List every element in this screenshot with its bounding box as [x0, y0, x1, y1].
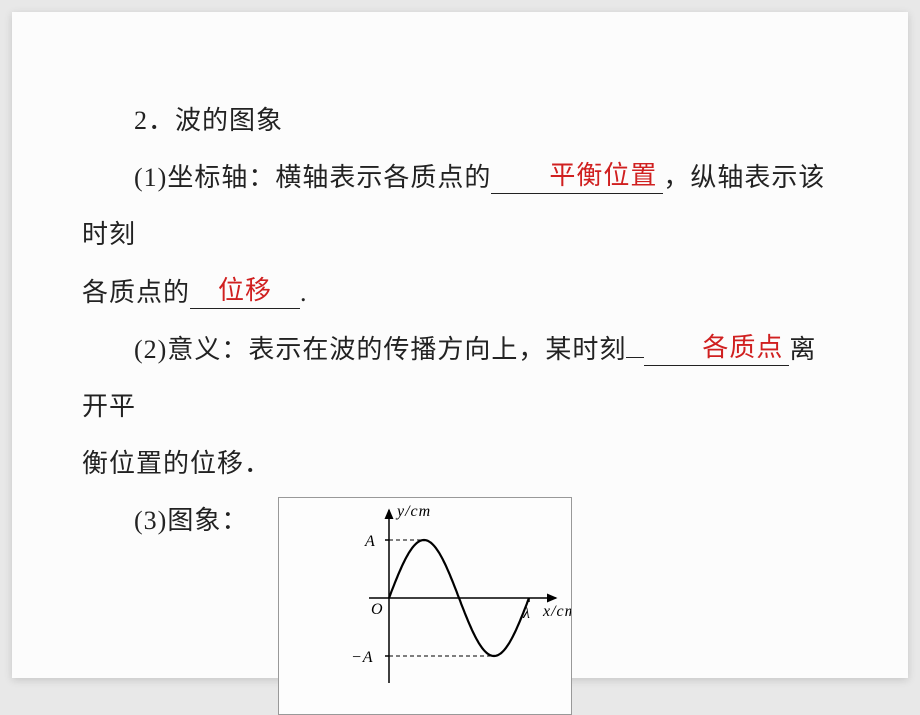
item-3-row: (3)图象： y/cm x/cm O A −A λ — [82, 492, 838, 714]
item2-text-a: 意义：表示在波的传播方向上，某时刻 — [167, 335, 626, 364]
section-number: 2 — [134, 106, 148, 135]
item2-label: (2) — [134, 335, 167, 364]
section-title: 波的图象 — [175, 106, 283, 135]
svg-text:−A: −A — [351, 649, 374, 666]
svg-text:λ: λ — [522, 605, 531, 622]
section-heading: 2．波的图象 — [82, 92, 838, 149]
item-2-line-1: (2)意义：表示在波的传播方向上，某时刻各质点离开平 — [82, 321, 838, 435]
wave-chart: y/cm x/cm O A −A λ — [278, 497, 572, 714]
item-2-line-2: 衡位置的位移． — [82, 435, 838, 492]
item1-text-b-rest: 各质点的 — [82, 278, 190, 307]
svg-text:O: O — [371, 601, 384, 618]
item1-text-c: . — [300, 278, 308, 307]
item1-blank2: 位移 — [190, 275, 300, 309]
item3-label: (3) — [134, 506, 167, 535]
item3-text: 图象： — [167, 506, 248, 535]
item-1-line-2: 各质点的位移. — [82, 264, 838, 321]
item2-text-b-rest: 衡位置的位移． — [82, 449, 271, 478]
page-container: 2．波的图象 (1)坐标轴：横轴表示各质点的平衡位置，纵轴表示该时刻 各质点的位… — [12, 12, 908, 678]
svg-text:x/cm: x/cm — [542, 603, 571, 620]
item-1-line-1: (1)坐标轴：横轴表示各质点的平衡位置，纵轴表示该时刻 — [82, 149, 838, 263]
item1-blank1: 平衡位置 — [491, 160, 663, 194]
item1-text-a: 坐标轴：横轴表示各质点的 — [167, 163, 491, 192]
item2-preblank — [626, 357, 644, 358]
svg-text:A: A — [364, 533, 376, 550]
item1-label: (1) — [134, 163, 167, 192]
item3-label-text: (3)图象： — [82, 492, 248, 549]
item1-comma: ， — [663, 163, 690, 192]
svg-text:y/cm: y/cm — [395, 503, 431, 520]
wave-svg: y/cm x/cm O A −A λ — [331, 498, 571, 693]
item2-blank1: 各质点 — [644, 332, 789, 366]
